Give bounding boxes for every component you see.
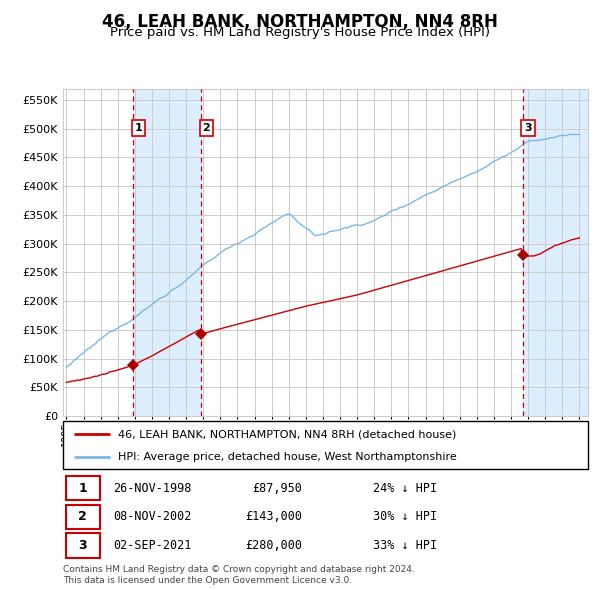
Text: 3: 3 — [79, 539, 87, 552]
Bar — [133, 88, 200, 416]
Text: 30% ↓ HPI: 30% ↓ HPI — [373, 510, 437, 523]
Bar — [523, 88, 588, 416]
Text: 02-SEP-2021: 02-SEP-2021 — [113, 539, 191, 552]
Text: 08-NOV-2002: 08-NOV-2002 — [113, 510, 191, 523]
Bar — [65, 533, 100, 558]
Text: 33% ↓ HPI: 33% ↓ HPI — [373, 539, 437, 552]
Text: 24% ↓ HPI: 24% ↓ HPI — [373, 481, 437, 494]
Text: 1: 1 — [135, 123, 143, 133]
Text: HPI: Average price, detached house, West Northamptonshire: HPI: Average price, detached house, West… — [118, 452, 457, 462]
Text: £87,950: £87,950 — [252, 481, 302, 494]
Text: Price paid vs. HM Land Registry's House Price Index (HPI): Price paid vs. HM Land Registry's House … — [110, 26, 490, 39]
Text: 46, LEAH BANK, NORTHAMPTON, NN4 8RH (detached house): 46, LEAH BANK, NORTHAMPTON, NN4 8RH (det… — [118, 429, 457, 439]
Text: 2: 2 — [79, 510, 87, 523]
Text: 26-NOV-1998: 26-NOV-1998 — [113, 481, 191, 494]
Text: £280,000: £280,000 — [245, 539, 302, 552]
Bar — [65, 504, 100, 529]
Text: Contains HM Land Registry data © Crown copyright and database right 2024.
This d: Contains HM Land Registry data © Crown c… — [63, 565, 415, 585]
Text: 3: 3 — [524, 123, 532, 133]
Bar — [65, 476, 100, 500]
Text: 46, LEAH BANK, NORTHAMPTON, NN4 8RH: 46, LEAH BANK, NORTHAMPTON, NN4 8RH — [102, 13, 498, 31]
Text: 2: 2 — [202, 123, 210, 133]
Text: £143,000: £143,000 — [245, 510, 302, 523]
Text: 1: 1 — [79, 481, 87, 494]
